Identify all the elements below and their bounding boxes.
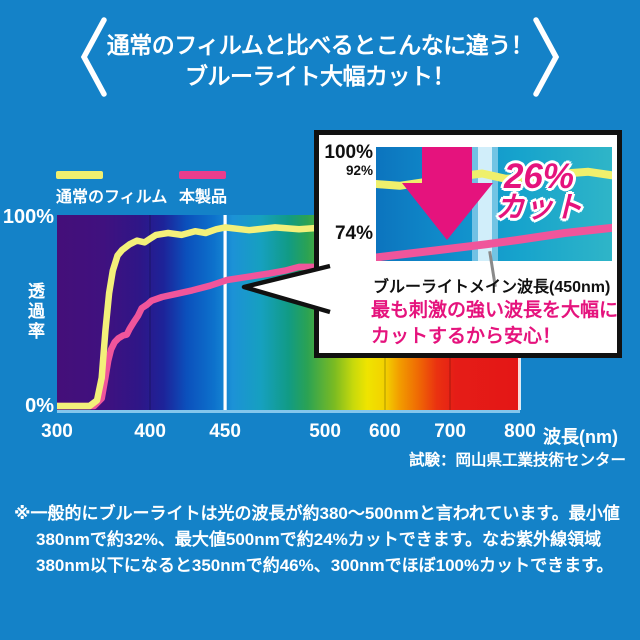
x-tick-label-300: 300 [41, 421, 73, 442]
x-tick-label-700: 700 [434, 421, 466, 442]
test-source-note: 試験：岡山県工業技術センター [408, 452, 626, 469]
header-line-1: 通常のフィルムと比べるとこんなに違う！ [106, 32, 534, 58]
x-tick-label-450: 450 [209, 421, 241, 442]
x-tick-label-800: 800 [504, 421, 536, 442]
footnote-line-1: ※一般的にブルーライトは光の波長が約380〜500nmと言われています。最小値 [14, 504, 620, 523]
y-axis-label-0: 0% [25, 395, 54, 417]
legend-item-normal-film: 通常のフィルム [56, 171, 167, 207]
x-tick-label-600: 600 [368, 421, 401, 442]
header-angle-brackets [80, 17, 560, 97]
cut-value: 26% [503, 157, 575, 196]
curve-product [57, 263, 329, 410]
zoom-callout-box: 100% 92% 74% 26% カット ブルーライトメイン波 [314, 130, 622, 358]
legend-label-normal-film: 通常のフィルム [56, 189, 168, 206]
legend-swatch-product [179, 171, 226, 179]
inset-label-92: 92% [345, 163, 373, 178]
x-tick-label-500: 500 [309, 421, 341, 442]
inset-note-line-2: カットするから安心！ [371, 326, 562, 347]
x-axis-unit: 波長(nm) [543, 427, 618, 447]
inset-note-line-1: 最も刺激の強い波長を大幅に [371, 300, 619, 321]
cut-percentage-text: 26% カット [487, 159, 591, 223]
x-tick-label-400: 400 [134, 421, 166, 442]
y-axis-title: 透過率 [25, 282, 44, 342]
legend-item-product: 本製品 [179, 171, 227, 207]
inset-label-74: 74% [334, 223, 373, 244]
plot-right-edge [518, 358, 521, 410]
x-axis-ticks: 300 400 450 500 600 700 800 [0, 421, 640, 445]
mini-curve-product [376, 223, 612, 261]
gridline-400nm [149, 215, 151, 410]
legend-label-product: 本製品 [179, 189, 228, 206]
footnote-line-2: 380nmで約32%、最大値500nmで約24%カットできます。なお紫外線領域 [36, 530, 602, 549]
highlight-line-450nm [223, 215, 227, 410]
y-axis-label-100: 100% [2, 206, 54, 228]
curve-normal-film [57, 224, 329, 410]
footnote-line-3: 380nm以下になると350nmで約46%、300nmでほぼ100%カットできま… [36, 556, 614, 575]
cut-unit: カット [495, 192, 583, 224]
chart-curves [57, 224, 329, 410]
header-line-2: ブルーライト大幅カット！ [185, 63, 456, 89]
inset-caption: ブルーライトメイン波長(450nm) [373, 279, 611, 296]
legend-swatch-normal-film [56, 171, 103, 179]
cut-down-arrow-icon [402, 147, 493, 240]
inset-label-100: 100% [324, 142, 373, 163]
callout-tail [241, 263, 331, 315]
inset-mini-chart [376, 147, 612, 261]
plot-bottom-edge [57, 410, 520, 413]
